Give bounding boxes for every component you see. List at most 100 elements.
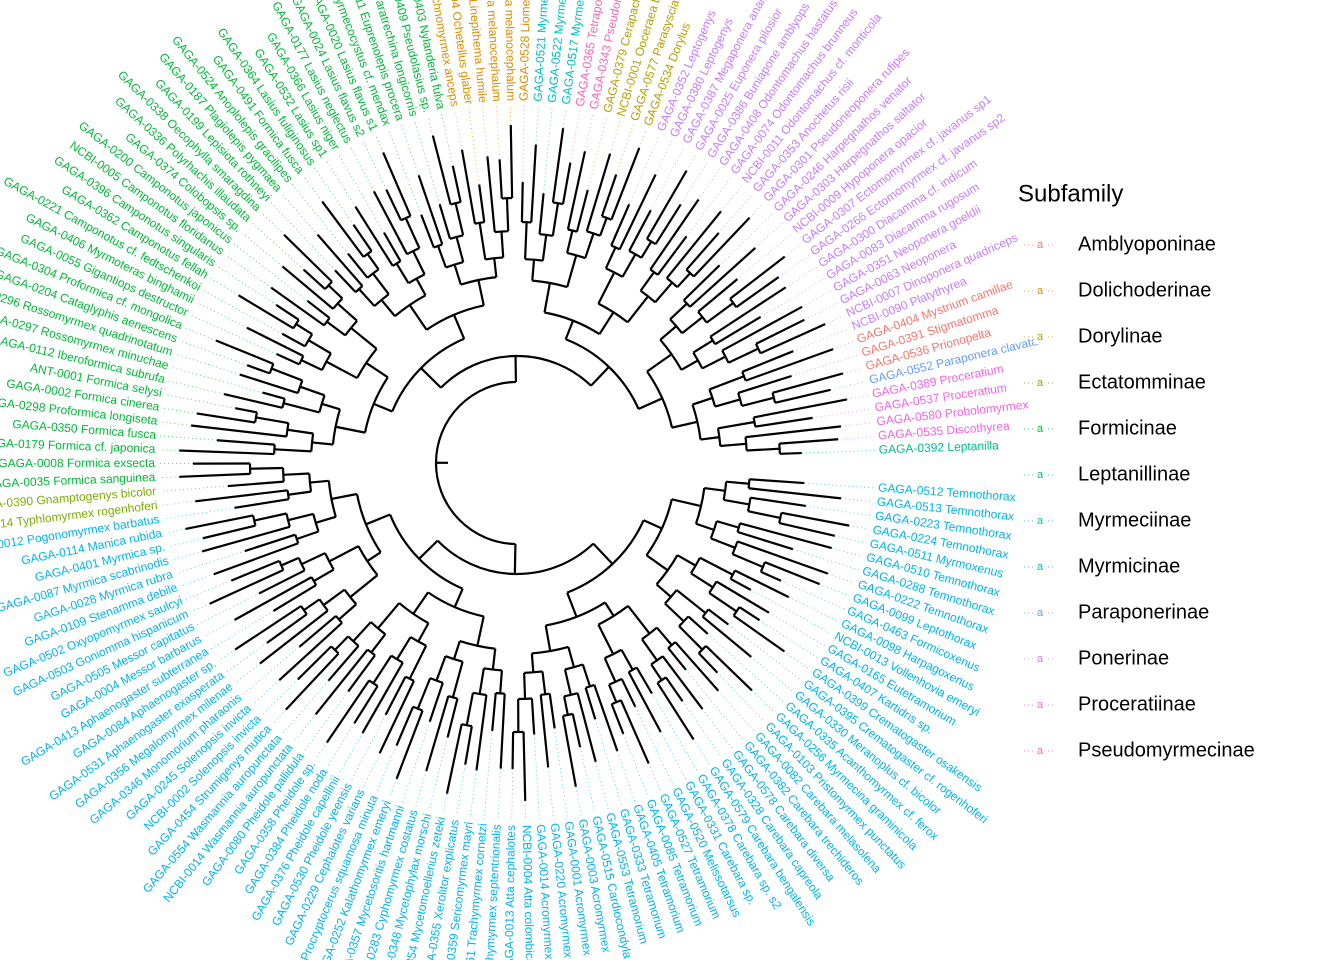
tip-leader (483, 730, 493, 820)
branch (465, 692, 475, 726)
tip-leader (203, 619, 235, 638)
tip-leader (838, 436, 875, 440)
branch (354, 206, 394, 267)
branch (620, 649, 634, 671)
branch (453, 264, 462, 285)
branch (523, 672, 527, 699)
branch (598, 311, 615, 335)
branch (567, 646, 576, 668)
branch (638, 397, 663, 410)
tip-leader (442, 793, 448, 814)
branch (748, 487, 842, 500)
tip-leader (804, 482, 875, 489)
branch (383, 232, 402, 262)
branch (262, 391, 286, 400)
tip-leader (792, 548, 859, 571)
legend-title: Subfamily (1018, 180, 1123, 207)
legend-key-bg (1034, 422, 1046, 436)
tip-leader (326, 723, 355, 767)
tip-leader (511, 768, 513, 821)
branch (311, 441, 334, 446)
branch (365, 513, 391, 526)
branch (667, 647, 687, 671)
branch (590, 366, 610, 387)
branch (352, 224, 373, 252)
branch (270, 286, 325, 327)
tip-leader (252, 679, 280, 705)
branch (321, 402, 341, 411)
branch (396, 636, 412, 660)
branch (230, 559, 280, 582)
tip-leader (547, 767, 554, 820)
branch (303, 598, 321, 612)
tip-leader (686, 153, 697, 171)
branch (682, 264, 721, 302)
branch (717, 420, 755, 430)
branch (665, 210, 722, 279)
branch (307, 339, 332, 355)
tip-leader (302, 175, 323, 202)
legend-key: a (1037, 469, 1044, 481)
branch (561, 715, 577, 787)
legend-key-bg (1034, 744, 1046, 758)
tip-leader (655, 140, 673, 175)
tip-leader (242, 232, 283, 267)
branch (451, 165, 462, 203)
branch (452, 314, 466, 340)
tip-leader (165, 394, 236, 409)
branch (671, 420, 698, 429)
tip-leader (427, 116, 434, 136)
branch (272, 584, 317, 612)
branch-arc (646, 370, 674, 428)
tip-leader (707, 633, 784, 703)
branch (283, 472, 310, 476)
branch (201, 525, 291, 553)
branch (597, 624, 615, 655)
branch (380, 299, 396, 317)
branch (325, 679, 370, 744)
legend-label: Myrmicinae (1078, 555, 1180, 577)
branch (710, 537, 736, 549)
branch (655, 583, 672, 598)
branch (734, 569, 790, 599)
branch (721, 305, 803, 352)
branch (645, 554, 669, 572)
branch (477, 279, 485, 306)
tip-label: GAGA-0013 Atta cephalotes (502, 825, 518, 960)
tip-leader (522, 105, 525, 183)
branch (692, 396, 713, 406)
branch (656, 682, 695, 741)
branch (266, 613, 308, 644)
branch (478, 184, 486, 223)
branch (378, 680, 415, 754)
tip-leader (719, 212, 774, 266)
branch (619, 699, 650, 764)
branch (299, 385, 325, 397)
branch (626, 295, 649, 323)
branch (453, 588, 464, 608)
tip-leader (234, 663, 261, 684)
tip-leader (226, 642, 268, 673)
legend-key-bg (1034, 376, 1046, 390)
branch (288, 490, 312, 496)
branch (732, 553, 764, 569)
branch (592, 542, 614, 565)
branch (656, 626, 673, 646)
tip-leader (376, 745, 397, 793)
branch (779, 438, 839, 445)
branch (297, 645, 333, 681)
tip-leader (717, 672, 765, 723)
branch (676, 272, 691, 288)
tip-leader (270, 202, 336, 271)
branch (372, 190, 409, 255)
branch (298, 615, 337, 648)
branch (244, 533, 296, 553)
tip-leader (303, 691, 349, 752)
branch (412, 591, 429, 615)
tip-leader (159, 476, 180, 479)
legend-label: Ectatomminae (1078, 371, 1206, 393)
tip-leader (180, 340, 248, 366)
